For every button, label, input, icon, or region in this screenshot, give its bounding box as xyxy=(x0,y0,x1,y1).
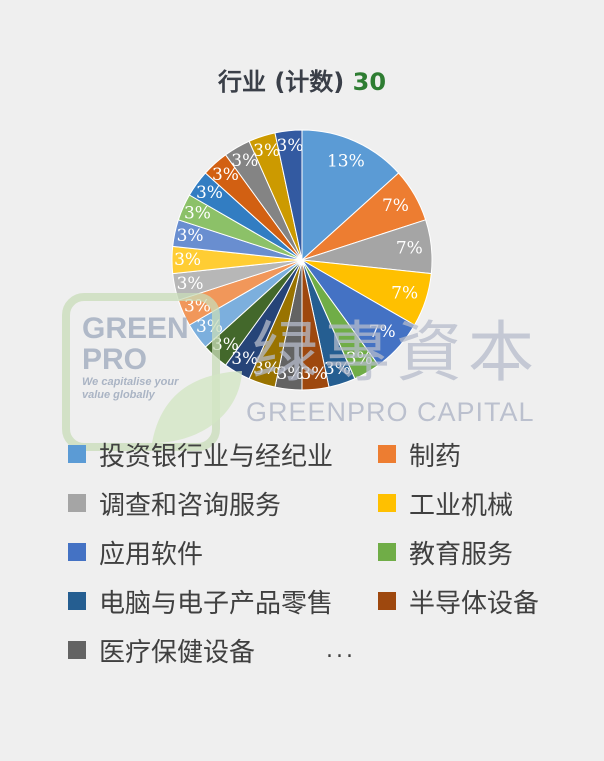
pie-label-6: 3% xyxy=(324,359,351,379)
legend-label-5: 教育服务 xyxy=(409,539,514,570)
legend-item-8: 医疗保健设备 xyxy=(68,633,256,668)
legend-label-4: 应用软件 xyxy=(99,539,204,570)
pie-label-9: 3% xyxy=(253,359,280,379)
pie-label-22: 3% xyxy=(277,136,304,156)
pie-label-16: 3% xyxy=(177,226,204,246)
legend-swatch-7 xyxy=(378,592,396,610)
legend-item-7: 半导体设备 xyxy=(378,584,540,619)
legend-item-0: 投资银行业与经纪业 xyxy=(68,437,334,472)
pie-label-2: 7% xyxy=(396,239,423,259)
chart-title-count: 30 xyxy=(352,68,387,96)
legend-swatch-6 xyxy=(68,592,86,610)
legend-swatch-5 xyxy=(378,543,396,561)
legend-more[interactable]: ... xyxy=(326,638,356,663)
pie-label-7: 3% xyxy=(300,364,327,384)
legend-label-6: 电脑与电子产品零售 xyxy=(99,588,334,619)
legend-item-2: 调查和咨询服务 xyxy=(68,486,282,521)
pie-label-4: 7% xyxy=(369,322,396,342)
pie-label-5: 3% xyxy=(346,349,373,369)
legend-item-3: 工业机械 xyxy=(378,486,514,521)
pie-label-1: 7% xyxy=(382,196,409,216)
pie-label-20: 3% xyxy=(231,151,258,171)
pie-label-11: 3% xyxy=(212,335,239,355)
legend-swatch-8 xyxy=(68,641,86,659)
legend-label-0: 投资银行业与经纪业 xyxy=(99,441,334,472)
chart-title: 行业 (计数) 30 xyxy=(0,62,604,97)
legend-swatch-0 xyxy=(68,445,86,463)
pie-label-3: 7% xyxy=(391,283,418,303)
pie-label-15: 3% xyxy=(174,250,201,270)
pie-label-13: 3% xyxy=(184,297,211,317)
chart-title-text: 行业 (计数) xyxy=(217,68,345,96)
pie-label-10: 3% xyxy=(231,349,258,369)
pie-label-14: 3% xyxy=(177,274,204,294)
pie-label-19: 3% xyxy=(212,165,239,185)
pie-label-12: 3% xyxy=(196,317,223,337)
legend-item-1: 制药 xyxy=(378,437,462,472)
pie-slice-0 xyxy=(301,129,400,262)
pie-label-21: 3% xyxy=(253,141,280,161)
legend-label-2: 调查和咨询服务 xyxy=(99,490,282,521)
legend-item-4: 应用软件 xyxy=(68,535,204,570)
legend-label-8: 医疗保健设备 xyxy=(99,637,256,668)
pie-label-0: 13% xyxy=(327,151,365,171)
legend-swatch-4 xyxy=(68,543,86,561)
legend-swatch-2 xyxy=(68,494,86,512)
legend-swatch-3 xyxy=(378,494,396,512)
legend-item-5: 教育服务 xyxy=(378,535,514,570)
legend-item-6: 电脑与电子产品零售 xyxy=(68,584,334,619)
legend-label-1: 制药 xyxy=(409,441,462,472)
pie-slices xyxy=(171,129,433,391)
legend-label-7: 半导体设备 xyxy=(409,588,540,619)
pie-label-8: 3% xyxy=(277,364,304,384)
legend-swatch-1 xyxy=(378,445,396,463)
legend-label-3: 工业机械 xyxy=(409,490,514,521)
pie-slice-22 xyxy=(274,129,303,261)
pie-label-17: 3% xyxy=(184,203,211,223)
pie-label-18: 3% xyxy=(196,183,223,203)
